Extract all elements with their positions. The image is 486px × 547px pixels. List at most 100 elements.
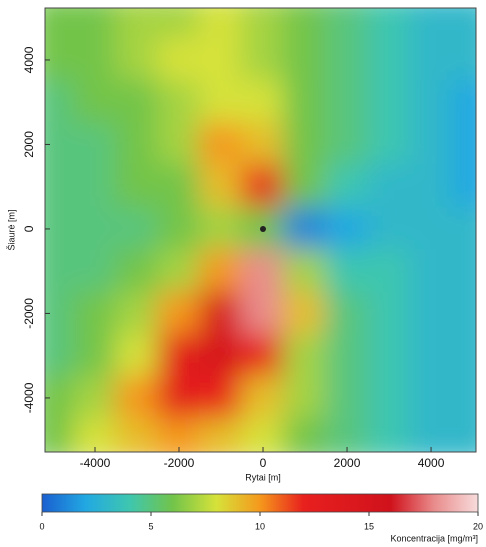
heat-cell xyxy=(283,376,327,420)
heat-cell xyxy=(409,291,453,335)
heat-cell xyxy=(199,376,243,420)
heat-cell xyxy=(241,165,285,209)
heat-cell xyxy=(199,165,243,209)
heat-cell xyxy=(241,122,285,166)
heat-cell xyxy=(73,38,117,82)
heat-cell xyxy=(115,334,159,378)
heat-cell xyxy=(283,334,327,378)
heat-cell xyxy=(31,207,75,251)
x-tick-label: -2000 xyxy=(164,456,195,470)
heat-cell xyxy=(241,249,285,293)
colorbar-tick-label: 10 xyxy=(255,521,265,531)
page: {"chart_data": { "type": "heatmap", "xla… xyxy=(0,0,486,547)
heat-cell xyxy=(367,122,411,166)
heat-cell xyxy=(451,291,486,335)
heatmap xyxy=(31,0,486,462)
heat-cell xyxy=(451,165,486,209)
heat-cell xyxy=(409,122,453,166)
heat-cell xyxy=(73,207,117,251)
heat-cell xyxy=(325,165,369,209)
heat-cell xyxy=(157,0,201,40)
colorbar xyxy=(42,494,478,512)
heat-cell xyxy=(367,207,411,251)
heat-cell xyxy=(409,38,453,82)
heat-cell xyxy=(367,0,411,40)
heat-cell xyxy=(199,80,243,124)
heat-cell xyxy=(283,207,327,251)
colorbar-label: Koncentracija [mg/m³] xyxy=(390,533,478,543)
heat-cell xyxy=(115,207,159,251)
heat-cell xyxy=(115,165,159,209)
heat-cell xyxy=(451,334,486,378)
heat-cell xyxy=(199,0,243,40)
x-axis-label: Rytai [m] xyxy=(245,472,281,482)
colorbar-tick-label: 20 xyxy=(473,521,483,531)
heat-cell xyxy=(73,0,117,40)
heat-cell xyxy=(115,376,159,420)
heat-cell xyxy=(283,418,327,462)
heat-cell xyxy=(73,80,117,124)
heat-cell xyxy=(283,122,327,166)
heat-cell xyxy=(325,38,369,82)
y-tick-label: -2000 xyxy=(22,298,36,329)
heat-cell xyxy=(325,334,369,378)
heat-cell xyxy=(73,334,117,378)
heat-cell xyxy=(451,38,486,82)
chart: Rytai [m] Šiaurė [m] Koncentracija [mg/m… xyxy=(0,0,486,547)
heat-cell xyxy=(367,418,411,462)
heat-cell xyxy=(409,249,453,293)
y-tick-label: -4000 xyxy=(22,382,36,413)
heat-cell xyxy=(325,376,369,420)
heat-cell xyxy=(157,249,201,293)
heat-cell xyxy=(325,0,369,40)
heat-cell xyxy=(199,334,243,378)
heat-cell xyxy=(367,80,411,124)
heat-cell xyxy=(241,38,285,82)
heat-cell xyxy=(199,291,243,335)
heat-cell xyxy=(115,249,159,293)
x-tick-label: 4000 xyxy=(418,456,445,470)
heat-cell xyxy=(157,80,201,124)
heat-cell xyxy=(73,122,117,166)
y-tick-label: 2000 xyxy=(22,131,36,158)
heat-cell xyxy=(325,207,369,251)
heat-cell xyxy=(367,376,411,420)
heat-cell xyxy=(31,291,75,335)
heat-cell xyxy=(325,249,369,293)
heat-cell xyxy=(157,207,201,251)
heat-cell xyxy=(325,291,369,335)
heat-cell xyxy=(451,249,486,293)
heat-cell xyxy=(367,165,411,209)
heat-cell xyxy=(367,38,411,82)
heat-cell xyxy=(409,334,453,378)
y-tick-label: 4000 xyxy=(22,46,36,73)
heat-cell xyxy=(451,376,486,420)
heat-cell xyxy=(73,376,117,420)
heat-cell xyxy=(409,80,453,124)
heat-cell xyxy=(325,80,369,124)
heat-cell xyxy=(115,38,159,82)
heat-cell xyxy=(157,291,201,335)
heat-cell xyxy=(283,165,327,209)
heat-cell xyxy=(157,334,201,378)
heat-cell xyxy=(283,249,327,293)
heat-cell xyxy=(157,38,201,82)
heat-cell xyxy=(325,122,369,166)
heat-cell xyxy=(73,165,117,209)
heat-cell xyxy=(367,334,411,378)
x-tick-label: 2000 xyxy=(334,456,361,470)
heat-cell xyxy=(451,80,486,124)
y-axis-label: Šiaurė [m] xyxy=(6,209,16,250)
heat-cell xyxy=(31,38,75,82)
heat-cell xyxy=(241,0,285,40)
heat-cell xyxy=(241,80,285,124)
heat-cell xyxy=(409,0,453,40)
heat-cell xyxy=(241,376,285,420)
heat-cell xyxy=(31,0,75,40)
colorbar-tick-label: 5 xyxy=(148,521,153,531)
source-marker xyxy=(260,226,266,232)
heat-cell xyxy=(31,249,75,293)
heat-cell xyxy=(115,291,159,335)
colorbar-tick-label: 15 xyxy=(364,521,374,531)
heat-cell xyxy=(73,291,117,335)
